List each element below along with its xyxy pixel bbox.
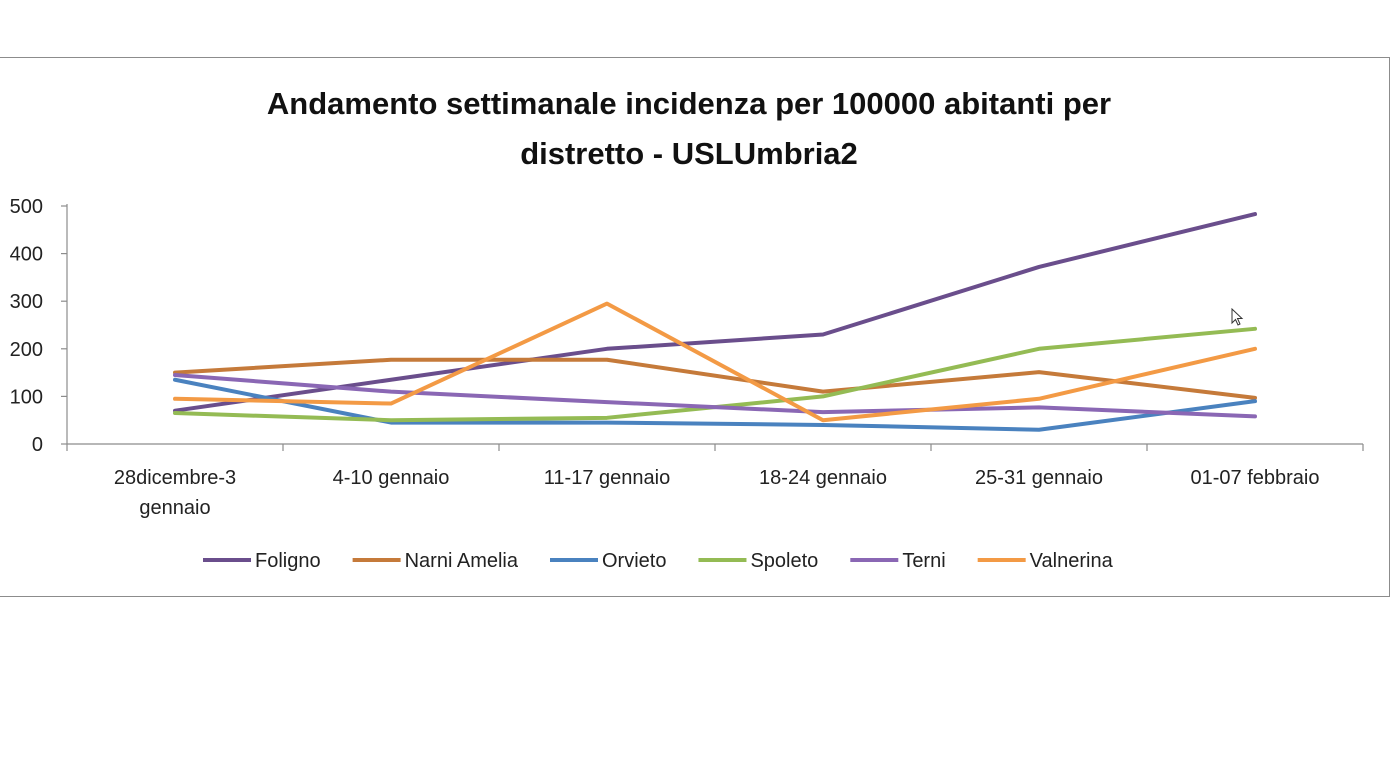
- mouse-cursor-icon: [1231, 308, 1244, 326]
- x-tick-label: 25-31 gennaio: [975, 467, 1103, 489]
- series-line: [173, 372, 1257, 419]
- series-line: [173, 377, 1257, 432]
- legend-label: Orvieto: [602, 550, 666, 572]
- x-tick-label: 18-24 gennaio: [759, 467, 887, 489]
- series-line: [173, 357, 1257, 400]
- y-tick-label: 300: [10, 291, 43, 313]
- legend-label: Valnerina: [1030, 550, 1114, 572]
- x-axis-ticks: 28dicembre-3 gennaio 4-10 gennaio 11-17 gen…: [66, 444, 1364, 519]
- y-tick-label: 500: [10, 196, 43, 218]
- y-tick-label: 400: [10, 244, 43, 266]
- y-tick-label: 100: [10, 386, 43, 408]
- legend-label: Narni Amelia: [405, 550, 519, 572]
- chart-title-line: distretto - USLUmbria2: [520, 136, 858, 171]
- series-line: [173, 301, 1257, 423]
- chart-title: Andamento settimanale incidenza per 1000…: [267, 86, 1111, 171]
- series-lines: [173, 212, 1257, 432]
- y-axis-ticks: 0 100 200 300 400 500: [10, 196, 67, 456]
- x-tick-label: 11-17 gennaio: [544, 467, 670, 489]
- chart-title-line: Andamento settimanale incidenza per 1000…: [267, 86, 1111, 121]
- legend-label: Foligno: [255, 550, 321, 572]
- legend-label: Terni: [902, 550, 945, 572]
- legend-label: Spoleto: [750, 550, 818, 572]
- x-tick-label: 4-10 gennaio: [333, 467, 450, 489]
- legend: Foligno Narni Amelia Orvieto Spoleto Terni Va…: [203, 550, 1114, 572]
- y-tick-label: 0: [32, 434, 43, 456]
- y-tick-label: 200: [10, 339, 43, 361]
- x-tick-label: 28dicembre-3: [114, 467, 236, 489]
- series-line: [173, 212, 1257, 413]
- line-chart: Andamento settimanale incidenza per 1000…: [10, 86, 1364, 572]
- x-tick-label: 01-07 febbraio: [1191, 467, 1320, 489]
- x-tick-label: gennaio: [139, 497, 210, 519]
- chart-frame: Andamento settimanale incidenza per 1000…: [0, 57, 1390, 597]
